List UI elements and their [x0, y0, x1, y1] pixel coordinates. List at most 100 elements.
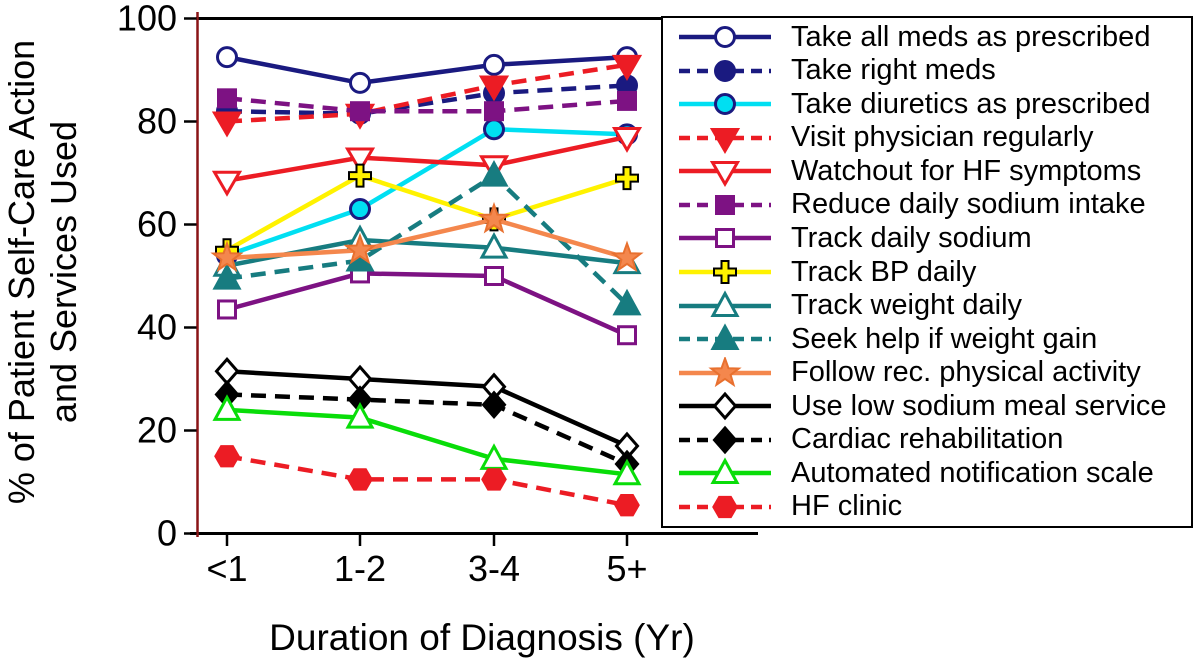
legend-item: Reduce daily sodium intake	[675, 188, 1187, 221]
y-tick-label: 100	[117, 0, 177, 39]
legend-marker-diamond-icon	[679, 391, 771, 421]
legend-marker-circle-icon	[679, 59, 771, 82]
data-point-marker-triangle-down	[344, 147, 376, 174]
data-point-marker-triangle-up	[710, 323, 740, 351]
legend-marker-circle-icon	[679, 26, 771, 49]
y-tick-label: 0	[157, 513, 177, 554]
data-point-marker-square	[617, 325, 637, 346]
data-point-marker-circle	[483, 53, 505, 76]
legend-item: Watchout for HF symptoms	[675, 155, 1187, 188]
data-point-marker-plus	[713, 260, 737, 284]
data-point-marker-hexagon	[214, 445, 240, 468]
data-point-marker-plus	[348, 163, 372, 188]
y-axis-title-line2: and Services Used	[43, 121, 84, 423]
data-point-marker-triangle-down	[211, 111, 243, 138]
data-point-marker-triangle-down	[611, 54, 643, 81]
data-point-marker-plus	[615, 166, 639, 191]
data-point-marker-star	[210, 240, 244, 273]
legend-marker-diamond-icon	[679, 425, 771, 455]
series-8	[215, 163, 639, 263]
legend-item: Use low sodium meal service	[675, 390, 1187, 423]
legend-marker-triangle-up-icon	[679, 323, 771, 351]
series-line	[225, 173, 628, 253]
data-point-marker-triangle-up	[612, 288, 642, 316]
series-14	[212, 394, 642, 486]
legend-item: Seek help if weight gain	[675, 323, 1187, 356]
x-axis-title: Duration of Diagnosis (Yr)	[269, 617, 695, 658]
series-line	[226, 217, 628, 261]
data-point-marker-triangle-down	[211, 170, 243, 197]
legend-label: Automated notification scale	[791, 456, 1154, 489]
data-point-marker-square	[617, 90, 637, 111]
series-line	[226, 83, 628, 117]
series-line	[226, 271, 628, 338]
data-point-marker-square	[484, 101, 504, 122]
data-point-marker-star	[610, 240, 644, 273]
legend-label: Reduce daily sodium intake	[791, 188, 1146, 221]
legend-label: Take diuretics as prescribed	[791, 87, 1151, 120]
x-tick-label: 3-4	[468, 548, 520, 589]
legend-label: Use low sodium meal service	[791, 389, 1167, 422]
legend-item: Follow rec. physical activity	[675, 356, 1187, 389]
legend-label: Take all meds as prescribed	[791, 20, 1151, 53]
series-13	[214, 380, 640, 479]
series-11	[210, 201, 644, 273]
data-point-marker-circle	[714, 59, 736, 82]
legend-item: HF clinic	[675, 490, 1187, 523]
y-tick-label: 40	[137, 307, 177, 348]
data-point-marker-circle	[483, 118, 505, 141]
series-line	[226, 134, 628, 183]
series-line	[226, 62, 628, 124]
data-point-marker-hexagon	[614, 494, 640, 517]
data-point-marker-star	[477, 201, 511, 234]
legend-marker-triangle-down-icon	[679, 161, 771, 188]
data-point-marker-circle	[349, 71, 371, 94]
series-12	[214, 356, 640, 461]
legend-label: Track daily sodium	[791, 221, 1032, 254]
legend-item: Track weight daily	[675, 289, 1187, 322]
y-axis-title: % of Patient Self-Care Actionand Service…	[1, 40, 84, 504]
data-point-marker-hexagon	[347, 468, 373, 491]
legend-label: Seek help if weight gain	[791, 322, 1098, 355]
data-point-marker-hexagon	[481, 468, 507, 491]
series-line	[226, 369, 628, 448]
data-point-marker-circle	[216, 46, 238, 69]
data-point-marker-square	[715, 228, 735, 249]
series-15	[214, 445, 640, 517]
y-tick-label: 20	[137, 410, 177, 451]
legend-item: Take diuretics as prescribed	[675, 88, 1187, 121]
data-point-marker-triangle-down	[709, 161, 741, 188]
y-tick-label: 80	[137, 101, 177, 142]
series-line	[226, 407, 628, 477]
legend-label: Cardiac rehabilitation	[791, 423, 1064, 456]
legend-item: Track BP daily	[675, 256, 1187, 289]
legend-marker-triangle-up-icon	[679, 457, 771, 485]
legend-label: HF clinic	[791, 490, 903, 523]
data-point-marker-triangle-up	[345, 401, 375, 429]
data-point-marker-triangle-up	[710, 289, 740, 317]
legend-marker-circle-icon	[679, 93, 771, 116]
legend-item: Take all meds as prescribed	[675, 21, 1187, 54]
x-tick-label: <1	[206, 548, 247, 589]
series-7	[217, 263, 637, 346]
legend-item: Automated notification scale	[675, 457, 1187, 490]
data-point-marker-hexagon	[712, 495, 738, 519]
data-point-marker-triangle-up	[479, 232, 509, 259]
chart-legend: Take all meds as prescribed Take right me…	[661, 16, 1193, 528]
data-point-marker-circle	[714, 26, 736, 49]
legend-label: Track BP daily	[791, 255, 977, 288]
legend-item: Track daily sodium	[675, 222, 1187, 255]
data-point-marker-star	[343, 232, 377, 265]
data-point-marker-square	[350, 101, 370, 122]
data-point-marker-square	[217, 88, 237, 109]
legend-marker-triangle-down-icon	[679, 127, 771, 154]
legend-marker-star-icon	[679, 356, 771, 387]
series-6	[217, 88, 637, 122]
series-line	[226, 392, 628, 467]
legend-label: Visit physician regularly	[791, 121, 1094, 154]
data-point-marker-diamond	[214, 356, 240, 386]
series-line	[226, 96, 628, 114]
series-1	[216, 46, 638, 94]
series-5	[211, 126, 643, 197]
